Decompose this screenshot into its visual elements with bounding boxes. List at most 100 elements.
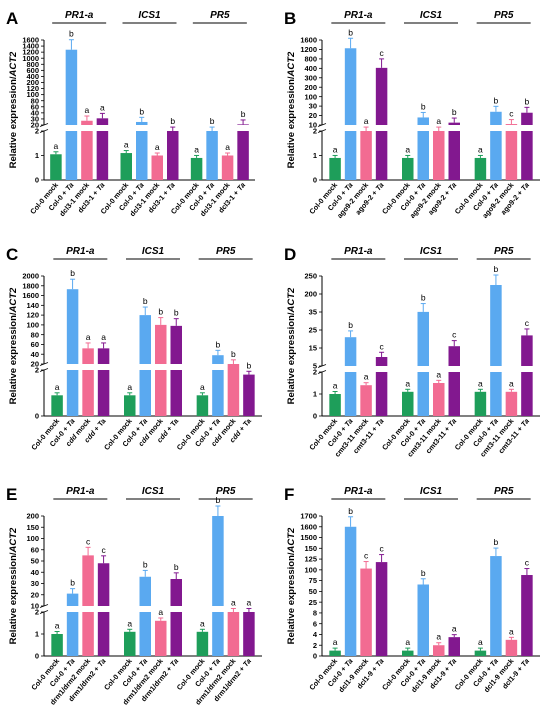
significance-letter: a	[478, 378, 483, 388]
bar	[82, 555, 94, 656]
significance-letter: a	[55, 621, 60, 631]
significance-letter: c	[86, 536, 91, 546]
y-tick-label: 10	[309, 121, 317, 130]
axis-break-band	[80, 125, 94, 131]
bar	[474, 391, 487, 416]
bar	[227, 364, 240, 416]
y-tick-label: 30	[309, 102, 317, 111]
gene-title: ICS1	[420, 486, 443, 497]
axis-break-mark	[39, 604, 49, 608]
bar	[243, 612, 255, 656]
axis-break-band	[81, 364, 95, 370]
significance-letter: b	[139, 106, 144, 116]
significance-letter: a	[85, 105, 90, 115]
y-tick-label: 30	[31, 115, 39, 124]
bar	[474, 157, 487, 180]
gene-title: PR5	[210, 10, 230, 21]
bar	[433, 645, 445, 656]
y-tick-label: 100	[26, 534, 39, 543]
axis-break-band	[375, 366, 388, 372]
significance-letter: a	[127, 618, 132, 628]
bar	[124, 395, 136, 416]
significance-letter: a	[478, 144, 483, 154]
significance-letter: a	[158, 607, 163, 617]
y-axis-label-part: Relative expression/	[286, 552, 297, 644]
bar	[375, 357, 388, 416]
y-axis-label-part: Relative expression/	[8, 552, 19, 644]
significance-letter: b	[421, 293, 426, 303]
axis-break-mark	[317, 129, 327, 133]
bar	[170, 325, 182, 416]
significance-letter: a	[200, 618, 205, 628]
axis-break-band	[139, 606, 152, 612]
bar	[433, 383, 445, 416]
gene-title: PR5	[494, 246, 514, 257]
y-tick-label: 150	[26, 523, 39, 532]
bar	[124, 631, 136, 656]
y-tick-label: 200	[26, 78, 39, 87]
significance-letter: c	[525, 558, 530, 568]
axis-break-band	[154, 364, 167, 370]
y-tick-label: 150	[304, 544, 317, 553]
y-tick-label: 0	[313, 176, 317, 185]
significance-letter: b	[348, 320, 353, 330]
gene-title: PR1-a	[66, 486, 95, 497]
significance-letter: b	[143, 296, 148, 306]
y-axis-label: Relative expression/ACT2	[8, 51, 19, 168]
gene-title: PR1-a	[66, 246, 95, 257]
significance-letter: b	[494, 264, 499, 274]
y-tick-label: 0	[313, 412, 317, 421]
significance-letter: a	[333, 381, 338, 391]
bar	[190, 157, 203, 180]
significance-letter: c	[364, 551, 369, 561]
y-axis-label: Relative expression/ACT2	[8, 287, 19, 404]
y-tick-label: 1200	[22, 48, 39, 57]
significance-letter: a	[231, 597, 236, 607]
significance-letter: b	[525, 96, 530, 106]
category-label-part: + Ta	[90, 416, 108, 435]
y-tick-label: 15	[309, 344, 317, 353]
y-tick-label: 400	[304, 64, 317, 73]
bar	[402, 157, 414, 180]
significance-letter: c	[509, 109, 514, 119]
axis-break-band	[97, 364, 110, 370]
y-tick-label: 25	[309, 598, 317, 607]
gene-title: PR1-a	[344, 10, 373, 21]
axis-break-band	[489, 125, 503, 131]
significance-letter: a	[478, 637, 483, 647]
axis-break-band	[344, 366, 357, 372]
y-tick-label: 100	[304, 565, 317, 574]
y-axis-label-part: Relative expression/	[8, 76, 19, 168]
significance-letter: b	[494, 537, 499, 547]
axis-break-band	[135, 125, 148, 131]
significance-letter: c	[379, 341, 384, 351]
significance-letter: b	[216, 339, 221, 349]
axis-break-band	[417, 125, 430, 131]
axis-break-band	[139, 364, 152, 370]
significance-letter: c	[379, 48, 384, 58]
significance-letter: c	[101, 545, 106, 555]
bar	[375, 67, 388, 180]
y-tick-label: 2	[313, 641, 317, 650]
bar	[170, 579, 182, 656]
axis-break-band	[81, 606, 95, 612]
y-tick-label: 200	[304, 83, 317, 92]
y-tick-label: 1600	[300, 522, 317, 531]
y-tick-label: 1200	[300, 45, 317, 54]
axis-break-band	[344, 125, 357, 131]
axis-break-band	[65, 125, 78, 131]
y-tick-label: 125	[304, 555, 317, 564]
y-tick-label: 6	[313, 619, 317, 628]
y-tick-label: 1	[35, 630, 39, 639]
y-tick-label: 1700	[300, 512, 317, 521]
axis-break-mark	[317, 370, 327, 374]
y-axis-label-gene: ACT2	[286, 287, 297, 314]
significance-letter: b	[348, 506, 353, 516]
panel-E: E Relative expression/ACT2 0 1 210 20 30 40 50 60…	[6, 485, 262, 707]
gene-title: PR5	[216, 486, 236, 497]
gene-title: PR1-a	[65, 10, 94, 21]
axis-break-band	[505, 125, 518, 131]
bar	[360, 568, 372, 656]
